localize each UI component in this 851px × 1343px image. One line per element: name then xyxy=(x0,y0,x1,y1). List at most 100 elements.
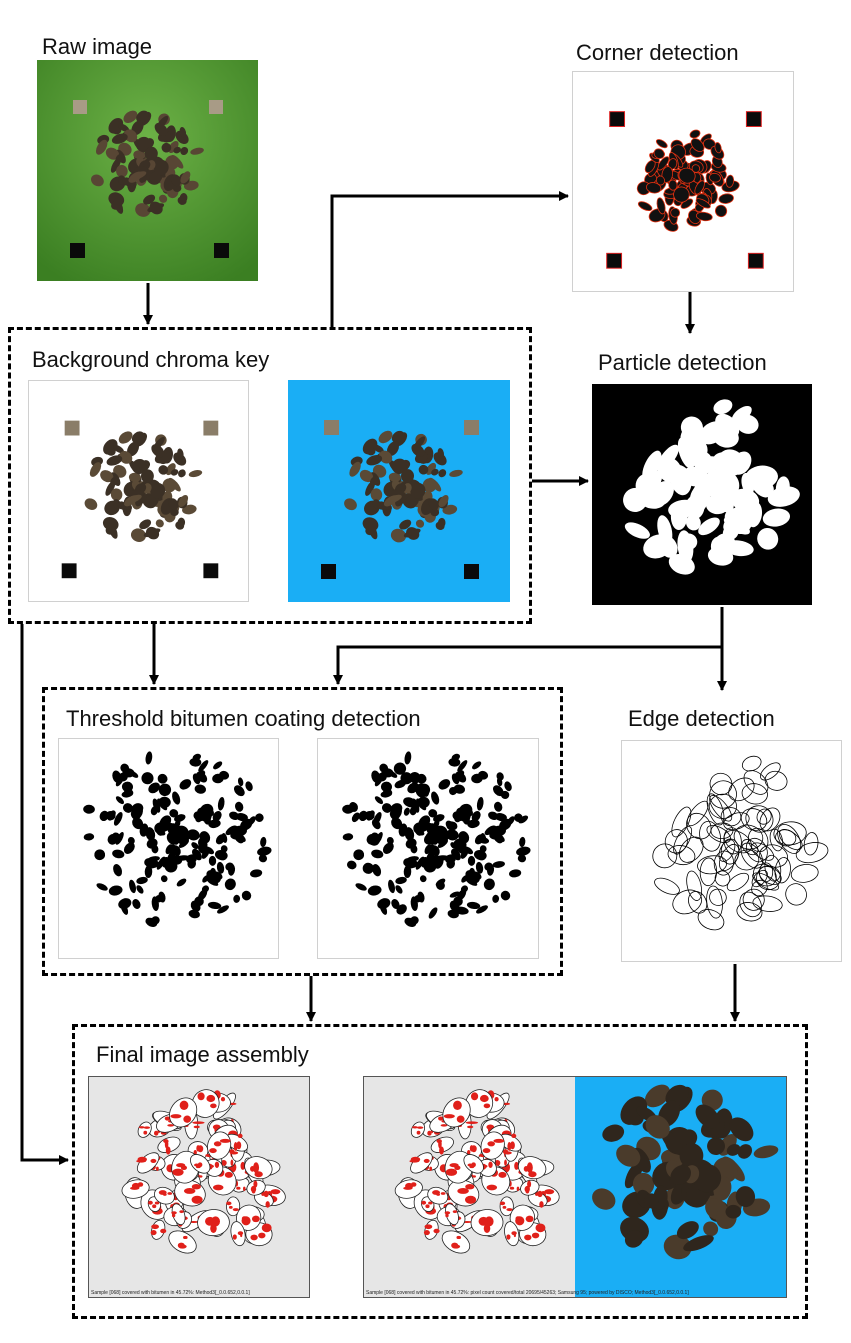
particle xyxy=(158,465,169,475)
particle xyxy=(175,521,185,530)
particle xyxy=(741,783,768,805)
particle xyxy=(484,862,493,871)
particle xyxy=(751,869,768,888)
particle xyxy=(657,444,679,470)
particle xyxy=(430,508,440,517)
particle xyxy=(388,460,402,475)
coating-spot xyxy=(513,1233,516,1238)
coating-spot xyxy=(229,1102,237,1105)
particle xyxy=(752,872,779,891)
particle xyxy=(516,846,531,856)
particle xyxy=(229,811,240,821)
particle xyxy=(644,1084,671,1108)
particle xyxy=(471,810,481,822)
coating-spot xyxy=(165,1146,171,1155)
coating-spot xyxy=(456,1235,462,1240)
particle xyxy=(115,796,125,805)
particle xyxy=(417,891,425,903)
coating-spot xyxy=(479,1094,489,1103)
threshold-right-image xyxy=(318,739,538,958)
coating-spot xyxy=(192,1121,205,1124)
particle xyxy=(353,849,365,861)
particle xyxy=(733,824,764,850)
particle xyxy=(96,883,108,891)
particle xyxy=(208,855,217,866)
particle xyxy=(110,476,120,486)
particle xyxy=(438,469,447,478)
particle xyxy=(679,1143,704,1169)
coating-spot xyxy=(152,1204,157,1209)
chroma-key-blue-panel xyxy=(288,380,510,602)
particle xyxy=(404,751,412,765)
coating-spot xyxy=(209,1148,217,1154)
particle xyxy=(493,785,504,797)
particle xyxy=(449,891,460,898)
particle xyxy=(506,816,515,826)
particle xyxy=(364,811,375,821)
particle xyxy=(403,858,411,866)
coating-spot xyxy=(465,1184,475,1190)
particle xyxy=(123,129,138,143)
particle xyxy=(759,807,781,832)
particle xyxy=(170,174,182,187)
final-left-image xyxy=(89,1077,309,1297)
particle xyxy=(146,838,158,849)
particle xyxy=(688,891,708,914)
particle xyxy=(726,872,750,892)
particle xyxy=(431,468,439,476)
particle xyxy=(409,806,417,816)
corner-detection-label: Corner detection xyxy=(576,40,739,65)
particle xyxy=(246,1179,266,1196)
particle xyxy=(678,167,696,184)
particle xyxy=(790,864,819,883)
particle xyxy=(519,836,526,848)
particle xyxy=(159,194,168,203)
particle xyxy=(663,1234,692,1260)
particle xyxy=(388,472,401,482)
coating-spot xyxy=(212,1184,224,1191)
particle xyxy=(178,469,186,478)
particle xyxy=(471,773,483,784)
particle xyxy=(234,801,244,812)
particle xyxy=(624,1230,644,1248)
particle xyxy=(105,147,120,160)
particle xyxy=(741,839,759,856)
particle xyxy=(760,762,781,781)
particle xyxy=(188,909,200,919)
particle xyxy=(383,495,398,507)
coating-spot xyxy=(510,1141,515,1150)
particle xyxy=(451,848,461,861)
particle xyxy=(475,861,484,874)
final-assembly-group xyxy=(72,1024,808,1319)
coating-spot xyxy=(265,1201,270,1208)
coating-spot xyxy=(440,1192,446,1195)
particle xyxy=(170,469,179,476)
particle xyxy=(136,876,148,885)
particle xyxy=(449,786,457,796)
coating-spot xyxy=(151,1224,159,1230)
particle xyxy=(645,1115,670,1139)
particle xyxy=(113,198,124,214)
particle xyxy=(189,829,198,837)
coating-spot xyxy=(130,1186,140,1190)
final-left-caption: Sample [068] covered with bitumen in 45.… xyxy=(91,1290,250,1296)
particle xyxy=(197,770,206,779)
particle xyxy=(169,809,179,818)
coating-spot xyxy=(180,1165,188,1171)
particle xyxy=(655,139,668,149)
particle xyxy=(620,1096,648,1125)
particle xyxy=(115,153,125,163)
coating-spot xyxy=(220,1097,226,1102)
particle xyxy=(91,174,104,187)
particle xyxy=(752,895,783,912)
particle xyxy=(753,863,777,887)
particle xyxy=(757,527,779,550)
particle xyxy=(368,834,380,846)
coating-spot xyxy=(213,1141,222,1147)
particle xyxy=(136,110,149,123)
particle xyxy=(706,793,725,826)
threshold-label: Threshold bitumen coating detection xyxy=(66,706,421,731)
particle xyxy=(190,900,201,912)
particle xyxy=(106,455,123,466)
coating-spot xyxy=(210,1103,217,1109)
